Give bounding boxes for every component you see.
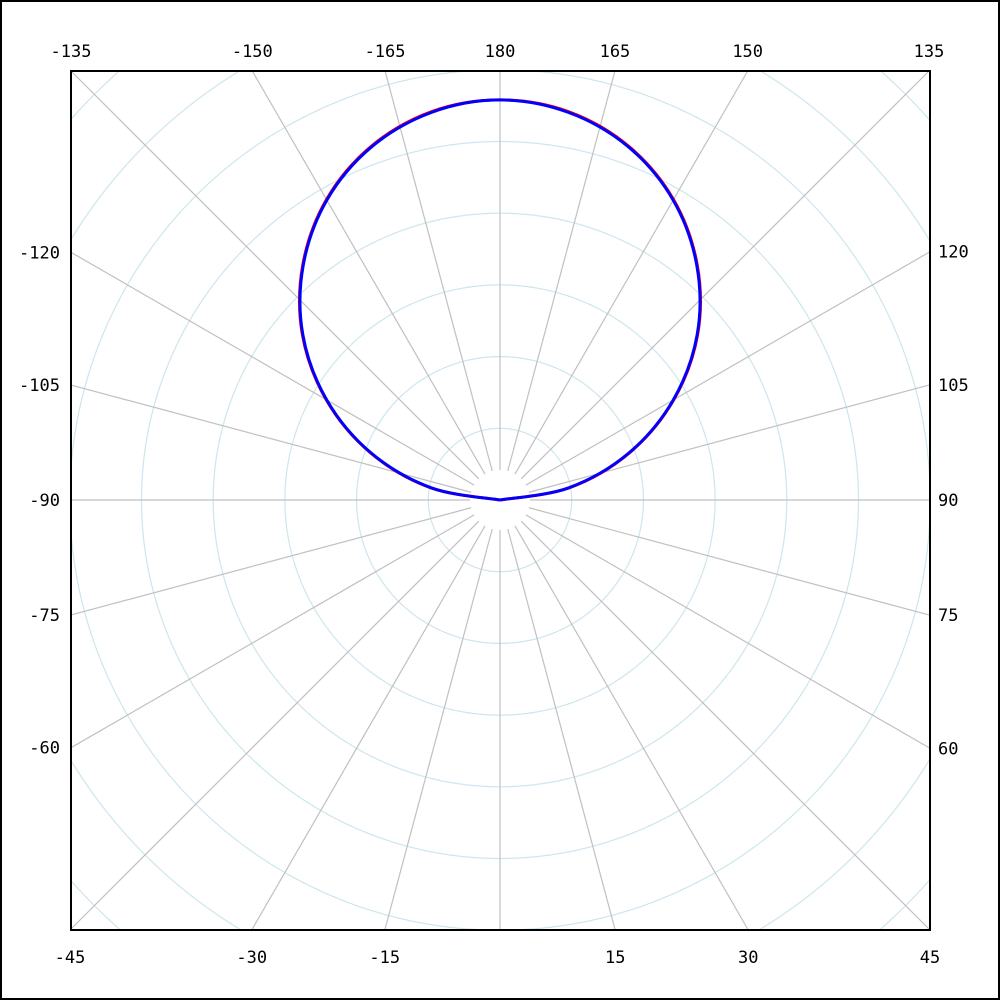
grid-radial-line [520, 70, 930, 480]
tick-label-right: 60 [938, 739, 958, 759]
grid-radial-line [514, 525, 749, 931]
tick-label-left: -120 [19, 243, 60, 263]
tick-label-left: -60 [29, 739, 60, 759]
grid-radial-line [70, 514, 475, 749]
grid-radial-line [528, 507, 931, 616]
tick-label-top: 165 [600, 42, 631, 62]
tick-label-right: 75 [938, 606, 958, 626]
grid-radial-line [520, 520, 931, 931]
grid-radial-line [525, 514, 931, 749]
grid-radial-line [384, 70, 493, 472]
grid-radial-line [384, 528, 493, 931]
grid-radial-line [507, 528, 616, 931]
grid-radial-line [514, 70, 749, 475]
tick-label-top: -150 [232, 42, 273, 62]
tick-label-top: 135 [914, 42, 945, 62]
plot-frame [70, 70, 931, 931]
grid-ring [71, 761, 240, 930]
grid-ring [533, 70, 931, 487]
tick-label-bottom: 30 [738, 948, 758, 968]
tick-label-bottom: -15 [369, 948, 400, 968]
tick-label-left: -75 [29, 606, 60, 626]
grid-radial-line [70, 251, 475, 486]
tick-label-right: 90 [938, 491, 958, 511]
tick-label-bottom: 15 [605, 948, 625, 968]
grid-radial-line [251, 525, 486, 931]
grid-ring [71, 881, 121, 931]
tick-label-bottom: -30 [236, 948, 267, 968]
tick-label-bottom: 45 [920, 948, 940, 968]
grid-radial-line [70, 384, 472, 493]
grid-ring [70, 533, 487, 931]
tick-label-top: 180 [485, 42, 516, 62]
grid-radial-line [70, 520, 480, 930]
grid-radial-line [528, 384, 931, 493]
tick-label-top: -135 [51, 42, 92, 62]
tick-label-left: -105 [19, 376, 60, 396]
grid-radial-line [251, 70, 486, 475]
tick-label-right: 105 [938, 376, 969, 396]
tick-label-left: -90 [29, 491, 60, 511]
grid-radial-line [70, 507, 472, 616]
tick-label-right: 120 [938, 243, 969, 263]
grid-radial-line [70, 70, 480, 480]
plot-area [70, 70, 931, 931]
tick-label-top: -165 [365, 42, 406, 62]
grid-radial-line [525, 251, 931, 486]
grid-ring [881, 71, 931, 121]
grid-radial-line [507, 70, 616, 472]
grid-ring [761, 71, 930, 240]
tick-label-bottom: -45 [55, 948, 86, 968]
tick-label-top: 150 [732, 42, 763, 62]
